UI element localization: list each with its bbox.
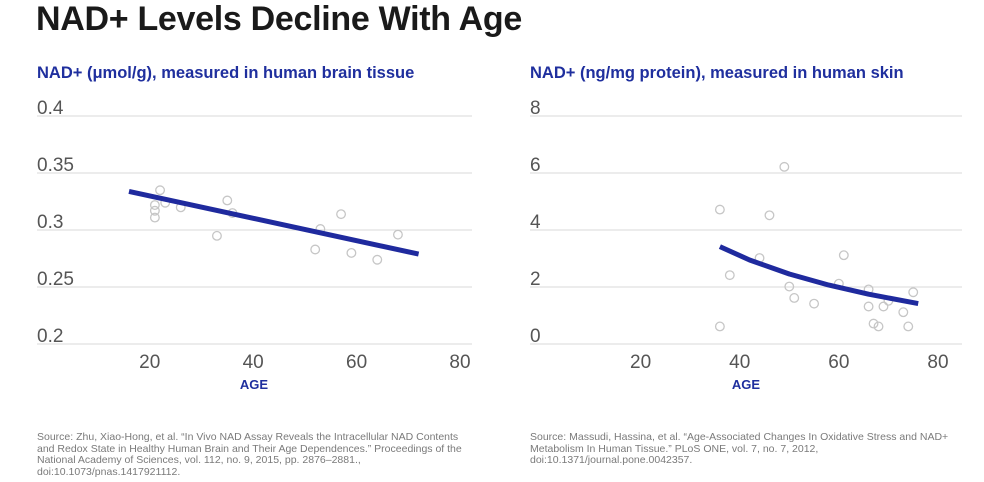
x-tick-label: 40 (243, 352, 264, 373)
data-point (878, 301, 889, 312)
x-tick-label: 60 (346, 352, 367, 373)
data-point (346, 247, 357, 258)
data-point (898, 307, 909, 318)
y-tick-label: 0 (530, 326, 541, 347)
data-point (764, 210, 775, 221)
data-point (724, 270, 735, 281)
data-point (873, 321, 884, 332)
data-point (211, 230, 222, 241)
x-tick-label: 80 (927, 352, 948, 373)
y-tick-label: 0.4 (37, 98, 64, 119)
y-tick-label: 4 (530, 212, 541, 233)
data-point (155, 185, 166, 196)
data-point (222, 195, 233, 206)
data-point (714, 321, 725, 332)
data-point (149, 200, 160, 210)
data-point (336, 209, 347, 220)
y-tick-label: 8 (530, 98, 541, 119)
x-tick-label: 40 (729, 352, 750, 373)
right-chart-title: NAD+ (ng/mg protein), measured in human … (530, 64, 904, 82)
y-tick-label: 0.35 (37, 155, 74, 176)
data-point (903, 321, 914, 332)
data-point (868, 318, 879, 329)
y-tick-label: 0.25 (37, 269, 74, 290)
x-tick-label: 20 (139, 352, 160, 373)
data-point (809, 298, 820, 309)
left-chart-title: NAD+ (μmol/g), measured in human brain t… (37, 64, 415, 82)
data-point (149, 205, 160, 216)
x-tick-label: 20 (630, 352, 651, 373)
data-point (908, 287, 919, 298)
data-point (310, 244, 321, 255)
x-axis-label: AGE (732, 377, 761, 392)
x-axis-label: AGE (240, 377, 269, 392)
trend-line (718, 244, 919, 307)
right-source-citation: Source: Massudi, Hassina, et al. “Age-As… (530, 431, 949, 466)
data-point (149, 212, 160, 223)
page-title: NAD+ Levels Decline With Age (36, 0, 522, 38)
x-tick-label: 80 (449, 352, 470, 373)
data-point (392, 229, 403, 240)
x-tick-label: 60 (828, 352, 849, 373)
data-point (372, 254, 383, 265)
y-tick-label: 6 (530, 155, 541, 176)
left-source-citation: Source: Zhu, Xiao-Hong, et al. “In Vivo … (37, 431, 462, 478)
y-tick-label: 0.2 (37, 326, 63, 347)
data-point (714, 204, 725, 215)
y-tick-label: 0.3 (37, 212, 63, 233)
data-point (838, 250, 849, 261)
trend-line (128, 188, 420, 257)
data-point (789, 293, 800, 303)
data-point (863, 301, 874, 312)
data-point (779, 161, 790, 172)
data-point (784, 281, 795, 292)
y-tick-label: 2 (530, 269, 541, 290)
